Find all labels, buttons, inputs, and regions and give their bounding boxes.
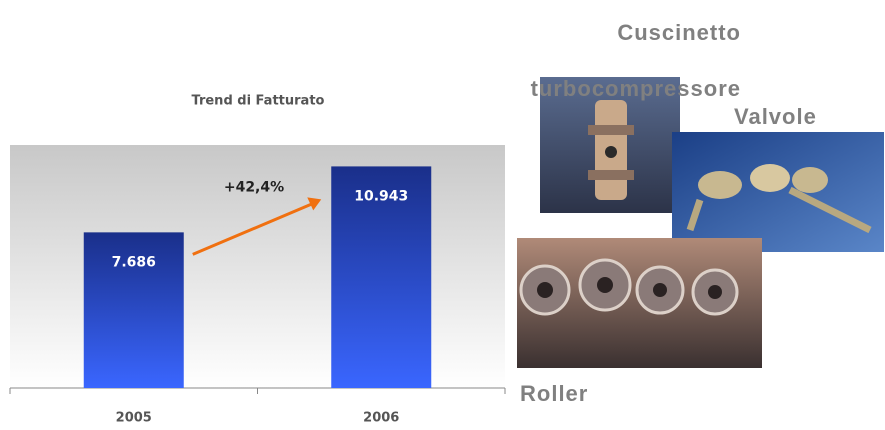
- product-label: Roller: [520, 381, 588, 407]
- chart-title: Trend di Fatturato: [192, 94, 325, 109]
- photo-rollers: [517, 238, 762, 368]
- data-label: 10.943: [354, 188, 408, 204]
- product-label: Valvole: [734, 104, 817, 130]
- chart: 2005 7.686 2006 10.943 +42,4% Trend di Fattu…: [0, 0, 885, 430]
- x-tick-label: 2006: [363, 411, 399, 426]
- data-label: 7.686: [112, 254, 156, 270]
- annotation: +42,4%: [224, 179, 284, 195]
- product-label: Cuscinetto turbocompressore: [451, 5, 741, 117]
- photo-valves: [672, 132, 884, 252]
- page: 2005 7.686 2006 10.943 +42,4% Trend di Fattu…: [0, 0, 885, 430]
- x-tick-label: 2005: [116, 411, 152, 426]
